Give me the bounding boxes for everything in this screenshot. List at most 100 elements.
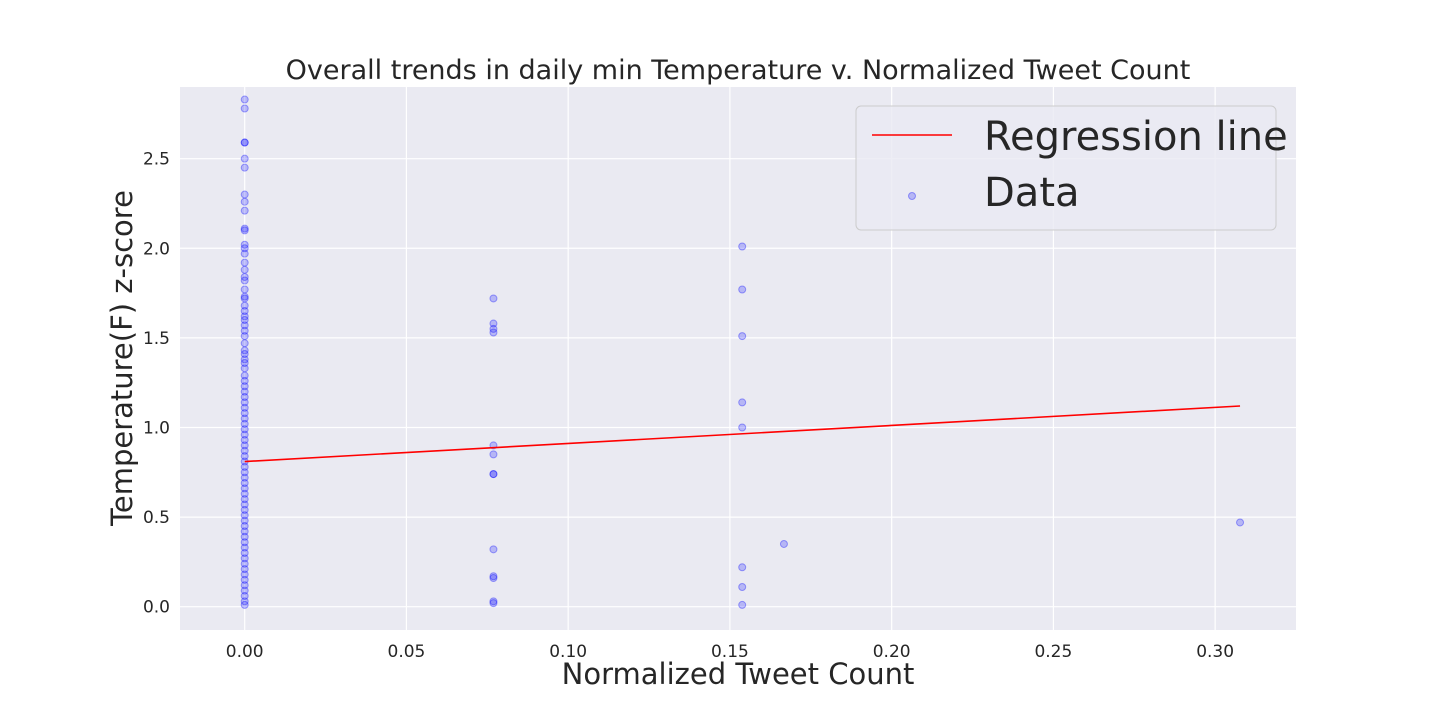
y-tick-label: 0.5 xyxy=(143,508,170,528)
data-point xyxy=(489,319,498,328)
data-point xyxy=(240,364,249,373)
data-point xyxy=(240,138,249,147)
regression-line xyxy=(244,405,1241,463)
legend-data-label: Data xyxy=(984,170,1080,216)
data-point xyxy=(240,516,249,525)
data-point xyxy=(240,240,249,249)
data-point xyxy=(240,206,249,215)
data-point xyxy=(240,591,249,600)
data-point xyxy=(240,554,249,563)
data-point xyxy=(489,450,498,459)
legend-box xyxy=(855,105,1277,231)
data-point xyxy=(240,265,249,274)
x-tick-label: 0.15 xyxy=(711,642,749,662)
y-tick-label: 1.5 xyxy=(143,329,170,349)
data-point xyxy=(240,190,249,199)
data-point xyxy=(738,582,747,591)
data-point xyxy=(240,95,249,104)
y-axis-label: Temperature(F) z-score xyxy=(105,190,139,527)
data-point xyxy=(240,355,249,364)
data-point xyxy=(240,441,249,450)
data-point xyxy=(240,292,249,301)
y-axis-ticks: 0.0 0.5 1.0 1.5 2.0 2.5 xyxy=(143,150,170,618)
data-point xyxy=(240,565,249,574)
data-point xyxy=(738,423,747,432)
data-point xyxy=(489,328,498,337)
data-point xyxy=(240,505,249,514)
data-point xyxy=(240,104,249,113)
data-point xyxy=(240,326,249,335)
data-point xyxy=(240,285,249,294)
data-point xyxy=(240,339,249,348)
data-point xyxy=(489,470,498,479)
data-point xyxy=(489,597,498,606)
data-point xyxy=(240,371,249,380)
data-point xyxy=(240,479,249,488)
data-point xyxy=(489,324,498,333)
data-point xyxy=(240,398,249,407)
data-point xyxy=(240,586,249,595)
data-point xyxy=(240,473,249,482)
data-point xyxy=(240,350,249,359)
data-point xyxy=(240,452,249,461)
data-point xyxy=(240,224,249,233)
x-tick-label: 0.00 xyxy=(226,642,264,662)
x-tick-label: 0.25 xyxy=(1034,642,1072,662)
data-point xyxy=(240,307,249,316)
data-point xyxy=(240,462,249,471)
data-point xyxy=(240,244,249,253)
data-point xyxy=(240,272,249,281)
data-point xyxy=(240,315,249,324)
data-point xyxy=(240,559,249,568)
y-tick-label: 0.0 xyxy=(143,598,170,618)
data-point xyxy=(240,430,249,439)
data-point xyxy=(738,398,747,407)
y-tick-label: 2.5 xyxy=(143,150,170,170)
grid-lines xyxy=(180,87,1296,630)
data-point xyxy=(240,393,249,402)
data-point xyxy=(240,543,249,552)
data-point xyxy=(240,570,249,579)
data-point xyxy=(489,470,498,479)
data-point xyxy=(240,154,249,163)
data-point xyxy=(489,545,498,554)
data-point xyxy=(240,163,249,172)
data-point xyxy=(240,276,249,285)
legend: Regression line Data xyxy=(855,105,1288,231)
data-point xyxy=(240,538,249,547)
data-point xyxy=(240,548,249,557)
data-point xyxy=(240,532,249,541)
y-tick-label: 1.0 xyxy=(143,418,170,438)
data-point xyxy=(240,414,249,423)
data-point xyxy=(240,346,249,355)
data-point xyxy=(240,387,249,396)
x-tick-label: 0.30 xyxy=(1196,642,1234,662)
data-point xyxy=(240,597,249,606)
data-point xyxy=(240,527,249,536)
data-point xyxy=(240,484,249,493)
x-axis-label: Normalized Tweet Count xyxy=(562,657,915,691)
x-axis-ticks: 0.00 0.05 0.10 0.15 0.20 0.25 0.30 xyxy=(226,642,1234,662)
data-point xyxy=(738,285,747,294)
data-point xyxy=(240,312,249,321)
data-point xyxy=(240,522,249,531)
data-point xyxy=(240,226,249,235)
data-point xyxy=(240,419,249,428)
y-tick-label: 2.0 xyxy=(143,239,170,259)
data-point xyxy=(489,572,498,581)
data-point xyxy=(240,581,249,590)
data-point xyxy=(738,600,747,609)
data-point xyxy=(240,468,249,477)
data-point xyxy=(240,446,249,455)
data-point xyxy=(240,138,249,147)
data-point xyxy=(240,409,249,418)
data-point xyxy=(240,600,249,609)
legend-regression-label: Regression line xyxy=(984,114,1288,160)
data-point xyxy=(489,599,498,608)
data-point xyxy=(240,403,249,412)
data-point xyxy=(240,294,249,303)
data-point xyxy=(240,197,249,206)
chart-title: Overall trends in daily min Temperature … xyxy=(286,55,1191,86)
data-point xyxy=(240,436,249,445)
